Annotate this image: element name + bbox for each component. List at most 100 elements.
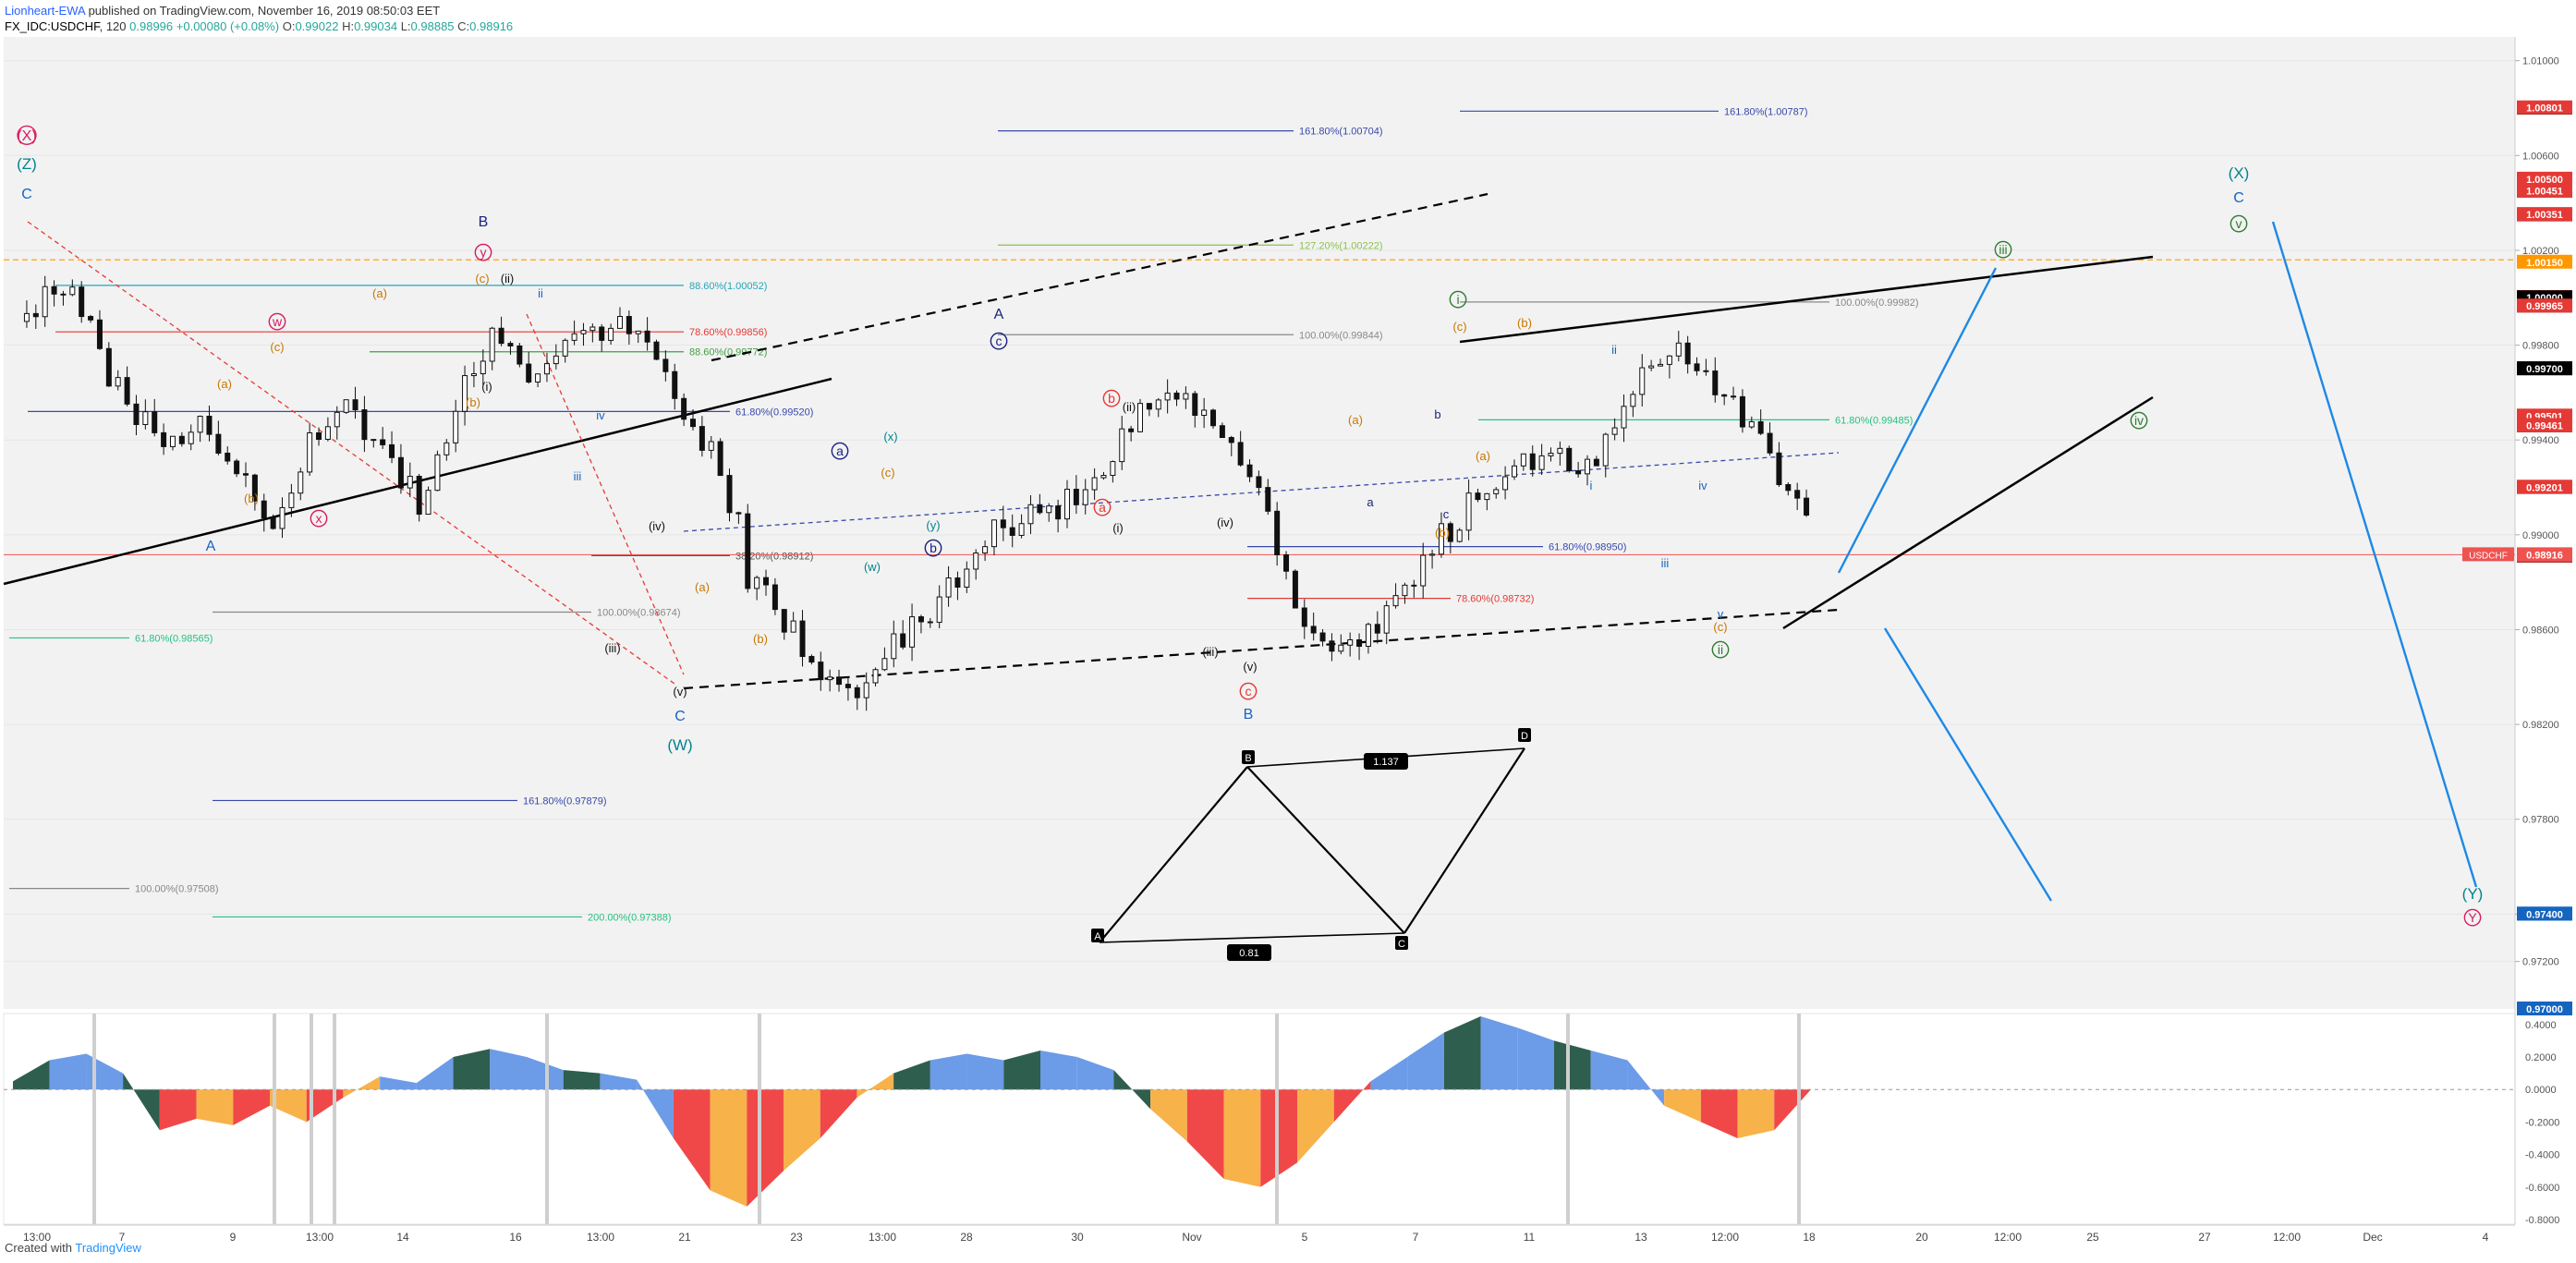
time-tick-label: 13: [1634, 1231, 1647, 1244]
wave-label: i: [1456, 292, 1459, 307]
candle-down: [1713, 371, 1718, 395]
wave-label: C: [21, 187, 32, 202]
candle-up: [1339, 645, 1343, 651]
candle-up: [864, 683, 869, 698]
candle-up: [334, 412, 339, 426]
candle-up: [1064, 490, 1069, 519]
candle-down: [809, 657, 814, 662]
wave-label: a: [1367, 495, 1374, 509]
wave-label: (c): [881, 466, 894, 480]
wave-label: B: [479, 214, 489, 230]
candle-down: [152, 412, 157, 433]
wave-label: (a): [217, 377, 232, 391]
candle-up: [170, 436, 175, 446]
candle-down: [89, 317, 93, 321]
candle-up: [636, 331, 640, 334]
wave-label: (c): [270, 340, 284, 354]
time-tick-label: 5: [1302, 1231, 1308, 1244]
candle-up: [581, 331, 586, 334]
ratio-label: 0.81: [1239, 948, 1258, 959]
session-separator: [333, 1014, 336, 1224]
time-tick-label: 13:00: [869, 1231, 896, 1244]
wave-label: A: [206, 539, 216, 554]
candle-down: [381, 440, 385, 444]
candle-down: [1567, 448, 1572, 470]
candle-down: [527, 364, 531, 382]
candle-up: [1622, 407, 1626, 428]
wave-label: b: [1434, 407, 1440, 421]
candle-down: [1010, 528, 1015, 535]
wave-label: ii: [1611, 343, 1617, 357]
wave-label: b: [1108, 391, 1115, 406]
candle-down: [1777, 453, 1781, 484]
candle-up: [407, 477, 412, 489]
fib-label: 61.80%(0.98565): [135, 633, 213, 644]
candle-up: [1156, 400, 1160, 409]
wave-label: y: [480, 245, 487, 260]
created-with: Created with: [5, 1241, 72, 1255]
candle-down: [353, 400, 358, 410]
wave-label: iii: [1999, 242, 2007, 257]
candle-up: [198, 417, 202, 432]
candle-up: [1640, 368, 1645, 395]
wave-label: iii: [574, 469, 582, 483]
candle-down: [1412, 585, 1416, 586]
candle-down: [855, 687, 859, 698]
candle-up: [1503, 477, 1508, 490]
wave-label: (i): [1112, 521, 1124, 535]
candle-down: [1732, 396, 1736, 397]
oscillator-tick-label: -0.8000: [2525, 1215, 2559, 1226]
candle-up: [536, 374, 541, 383]
candle-up: [1101, 476, 1106, 479]
pattern-point-label: C: [1398, 939, 1405, 950]
candle-up: [280, 507, 285, 528]
ratio-label: 1.137: [1373, 757, 1399, 768]
wave-label: i: [1590, 479, 1593, 492]
time-tick-label: 7: [1413, 1231, 1419, 1244]
candle-up: [983, 547, 988, 553]
price-tick-label: 0.97800: [2522, 815, 2559, 826]
candle-up: [70, 287, 75, 295]
candle-down: [1302, 608, 1306, 626]
candle-down: [517, 346, 522, 364]
candle-down: [1685, 343, 1690, 364]
wave-label: (i): [481, 380, 492, 394]
candle-up: [298, 472, 303, 493]
wave-label: (y): [926, 518, 940, 532]
wave-label: c: [1245, 684, 1252, 698]
candle-down: [1320, 633, 1325, 641]
candle-up: [563, 340, 567, 356]
candle-up: [1092, 478, 1097, 490]
tradingview-brand[interactable]: TradingView: [75, 1241, 141, 1255]
candle-up: [544, 364, 549, 374]
time-axis[interactable]: 13:00 7 9 13:00 14 16 13:00 21 23 13:00 28 30 Nov 5 7 1…: [4, 1225, 2515, 1244]
candle-down: [1266, 488, 1270, 512]
oscillator-tick-label: 0.4000: [2525, 1020, 2557, 1031]
candle-up: [1603, 434, 1608, 466]
candle-down: [499, 328, 504, 343]
candle-up: [1549, 454, 1553, 456]
wave-label: (Y): [2462, 885, 2484, 903]
oscillator-axis[interactable]: 0.4000 0.2000 0.0000 -0.2000 -0.4000 -0.6000 -…: [2525, 1020, 2559, 1226]
candle-up: [1421, 555, 1426, 586]
wave-label: c: [996, 334, 1002, 348]
candle-down: [1193, 394, 1197, 416]
price-tick-label: 1.00600: [2522, 151, 2559, 162]
time-tick-label: 16: [509, 1231, 522, 1244]
price-tick-label: 1.01000: [2522, 56, 2559, 67]
candle-down: [1804, 498, 1809, 515]
candle-down: [271, 518, 275, 528]
candle-down: [691, 419, 696, 427]
time-tick-label: 18: [1803, 1231, 1816, 1244]
candle-down: [1357, 640, 1362, 647]
price-tick-label: 0.99800: [2522, 341, 2559, 352]
candle-down: [97, 320, 102, 348]
wave-label: (b): [753, 632, 768, 646]
fib-label: 161.80%(1.00704): [1299, 127, 1383, 138]
candle-up: [1019, 524, 1024, 536]
session-separator: [310, 1014, 313, 1224]
candle-down: [1001, 520, 1005, 528]
main-pane[interactable]: [4, 37, 2515, 1009]
candle-down: [1740, 396, 1744, 427]
